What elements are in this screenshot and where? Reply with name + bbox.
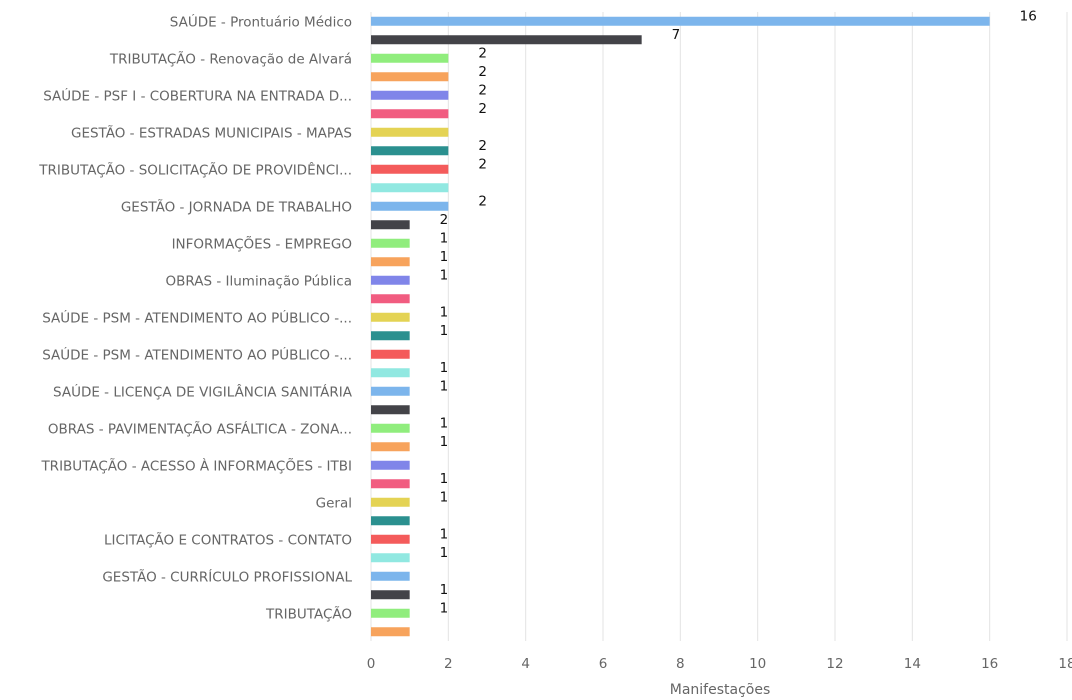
- bar: [371, 72, 449, 82]
- value-label: 1: [440, 360, 449, 376]
- bar: [371, 220, 410, 230]
- category-label: SAÚDE - PSF I - COBERTURA NA ENTRADA D..…: [43, 86, 352, 104]
- bar: [371, 127, 449, 137]
- category-label: Geral: [316, 495, 352, 511]
- value-label: 16: [1020, 8, 1037, 24]
- x-axis-title: Manifestações: [670, 682, 771, 698]
- category-label: SAÚDE - PSM - ATENDIMENTO AO PÚBLICO -..…: [42, 308, 352, 326]
- value-label: 1: [440, 471, 449, 487]
- bar: [371, 183, 449, 193]
- value-label: 2: [478, 64, 487, 80]
- value-label: 1: [440, 489, 449, 505]
- category-label: SAÚDE - Prontuário Médico: [170, 12, 352, 30]
- category-label: GESTÃO - CURRÍCULO PROFISSIONAL: [102, 568, 352, 585]
- x-tick-label: 8: [676, 656, 685, 672]
- bar: [371, 349, 410, 359]
- bar: [371, 331, 410, 341]
- bar: [371, 460, 410, 470]
- category-label: GESTÃO - JORNADA DE TRABALHO: [121, 198, 352, 215]
- value-labels: 16 7 2 2 2 2 2 2 2 2 1 1 1 1 1 1 1 1 1 1 1 1 1 1 1: [440, 8, 1037, 616]
- category-label: TRIBUTAÇÃO - Renovação de Alvará: [109, 50, 352, 67]
- category-label: SAÚDE - PSM - ATENDIMENTO AO PÚBLICO -..…: [42, 345, 352, 363]
- bar: [371, 146, 449, 156]
- bar: [371, 164, 449, 174]
- x-tick-label: 18: [1058, 656, 1072, 672]
- category-labels: SAÚDE - Prontuário Médico TRIBUTAÇÃO - Re…: [38, 12, 353, 622]
- category-label: TRIBUTAÇÃO - ACESSO À INFORMAÇÕES - ITBI: [40, 457, 352, 474]
- bar: [371, 442, 410, 452]
- bar: [371, 275, 410, 285]
- x-tick-label: 16: [981, 656, 998, 672]
- value-label: 2: [478, 101, 487, 117]
- value-label: 1: [440, 323, 449, 339]
- category-label: OBRAS - Iluminação Pública: [166, 273, 352, 289]
- bar: [371, 109, 449, 119]
- bar: [371, 534, 410, 544]
- bar: [371, 590, 410, 600]
- value-label: 1: [440, 600, 449, 616]
- value-label: 1: [440, 304, 449, 320]
- bar: [371, 627, 410, 637]
- bar: [371, 16, 990, 26]
- value-label: 2: [478, 156, 487, 172]
- category-label: LICITAÇÃO E CONTRATOS - CONTATO: [104, 531, 352, 548]
- x-tick-label: 10: [749, 656, 766, 672]
- value-label: 2: [478, 45, 487, 61]
- x-tick-label: 14: [904, 656, 921, 672]
- value-label: 1: [440, 582, 449, 598]
- bars: [371, 16, 990, 637]
- category-label: GESTÃO - ESTRADAS MUNICIPAIS - MAPAS: [71, 124, 352, 141]
- bar: [371, 53, 449, 63]
- x-tick-label: 12: [826, 656, 843, 672]
- bar: [371, 423, 410, 433]
- value-label: 1: [440, 249, 449, 265]
- value-label: 1: [440, 415, 449, 431]
- bar: [371, 608, 410, 618]
- bar: [371, 201, 449, 211]
- x-axis-ticks: 0 2 4 6 8 10 12 14 16 18: [367, 656, 1072, 672]
- category-label: TRIBUTAÇÃO - SOLICITAÇÃO DE PROVIDÊNCI..…: [38, 160, 352, 178]
- value-label: 1: [440, 526, 449, 542]
- bar: [371, 479, 410, 489]
- category-label: SAÚDE - LICENÇA DE VIGILÂNCIA SANITÁRIA: [53, 382, 353, 400]
- x-tick-label: 4: [521, 656, 530, 672]
- x-tick-label: 6: [599, 656, 608, 672]
- category-label: INFORMAÇÕES - EMPREGO: [172, 235, 352, 252]
- value-label: 7: [672, 27, 681, 43]
- bar: [371, 571, 410, 581]
- bar: [371, 312, 410, 322]
- category-label: TRIBUTAÇÃO: [265, 605, 352, 622]
- bar: [371, 294, 410, 304]
- bar: [371, 516, 410, 526]
- x-tick-label: 2: [444, 656, 453, 672]
- bar: [371, 386, 410, 396]
- value-label: 2: [478, 138, 487, 154]
- category-label: OBRAS - PAVIMENTAÇÃO ASFÁLTICA - ZONA...: [48, 420, 352, 437]
- grid-lines: [370, 12, 1068, 641]
- bar: [371, 35, 642, 45]
- value-label: 2: [440, 212, 449, 228]
- value-label: 1: [440, 545, 449, 561]
- bar: [371, 553, 410, 563]
- bar: [371, 405, 410, 415]
- value-label: 2: [478, 193, 487, 209]
- value-label: 1: [440, 267, 449, 283]
- value-label: 2: [478, 82, 487, 98]
- bar: [371, 257, 410, 267]
- value-label: 1: [440, 378, 449, 394]
- bar: [371, 238, 410, 248]
- bar: [371, 90, 449, 100]
- bar: [371, 368, 410, 378]
- x-tick-label: 0: [367, 656, 376, 672]
- bar: [371, 497, 410, 507]
- value-label: 1: [440, 434, 449, 450]
- value-label: 1: [440, 230, 449, 246]
